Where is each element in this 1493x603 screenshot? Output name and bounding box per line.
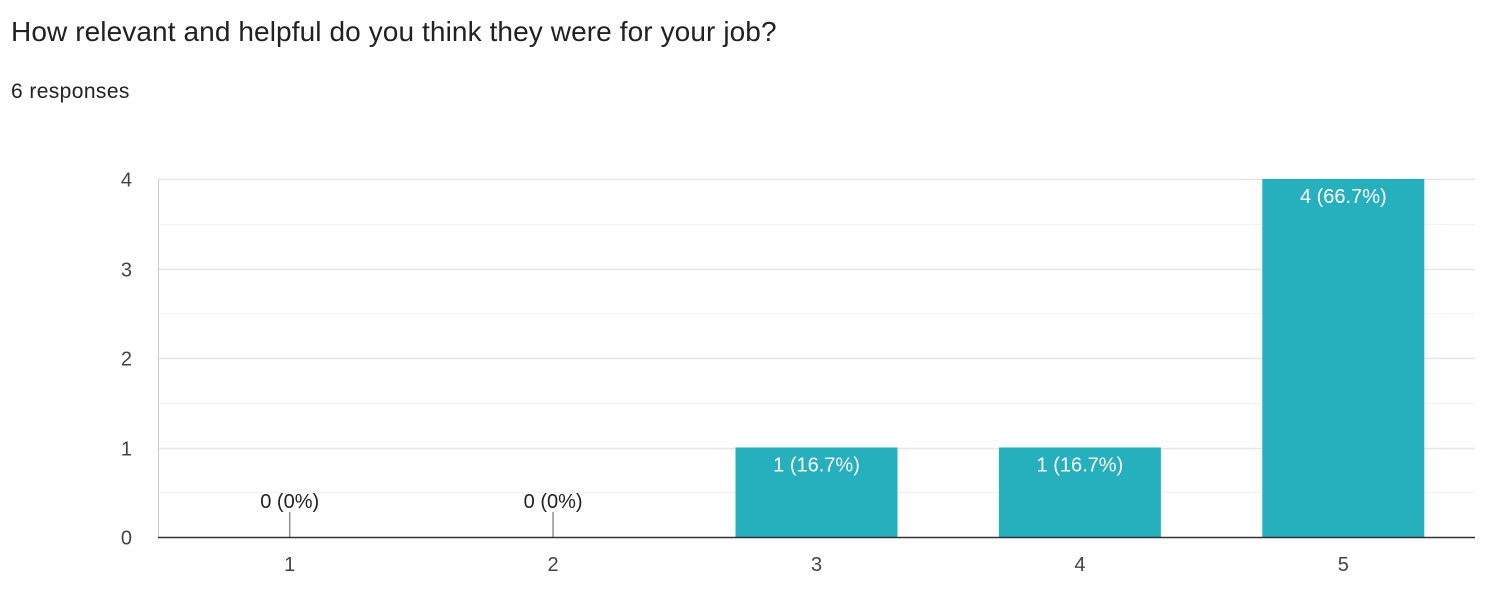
y-tick-label: 2 [121,349,132,371]
question-title: How relevant and helpful do you think th… [11,16,777,47]
x-tick-label: 2 [548,554,559,576]
bar [735,447,898,537]
data-label: 0 (0%) [260,491,319,513]
x-tick-label: 5 [1338,554,1349,576]
data-label: 1 (16.7%) [773,455,860,477]
x-tick-label: 4 [1074,554,1085,576]
y-tick-label: 4 [121,170,132,192]
bar [998,447,1161,537]
data-label: 1 (16.7%) [1037,455,1124,477]
y-tick-label: 1 [121,439,132,461]
x-tick-label: 3 [811,554,822,576]
x-tick-label: 1 [284,554,295,576]
y-tick-label: 3 [121,260,132,282]
bar [1262,179,1425,537]
data-label: 4 (66.7%) [1300,186,1387,208]
y-tick-label: 0 [121,528,132,550]
data-label: 0 (0%) [524,491,583,513]
response-count: 6 responses [11,80,130,103]
